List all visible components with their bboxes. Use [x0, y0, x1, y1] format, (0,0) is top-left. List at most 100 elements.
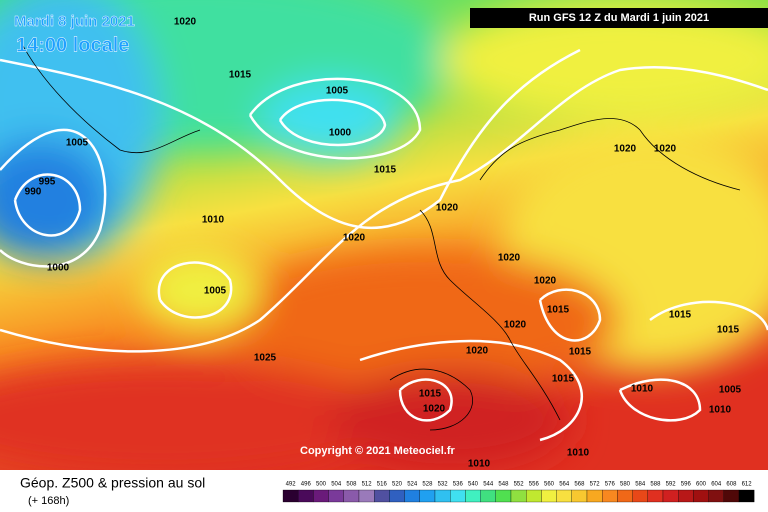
isobar-label: 990	[25, 187, 42, 198]
scale-cell	[617, 489, 633, 503]
scale-cell	[343, 489, 360, 503]
scale-cell	[602, 489, 618, 503]
isobar-label: 1020	[654, 144, 677, 155]
scale-label: 576	[605, 482, 616, 488]
scale-label: 524	[407, 482, 418, 488]
isobar-label: 1015	[717, 325, 740, 336]
isobar-label: 1020	[614, 144, 637, 155]
scale-label: 492	[286, 482, 297, 488]
scale-cell	[374, 489, 390, 503]
scale-label: 548	[498, 482, 509, 488]
scale-cell	[678, 489, 694, 503]
scale-label: 544	[483, 482, 494, 488]
scale-label: 588	[650, 482, 661, 488]
scale-label: 504	[331, 482, 342, 488]
scale-cell	[571, 489, 588, 503]
isobar-label: 1010	[709, 405, 732, 416]
isobar-label: 1000	[47, 263, 70, 274]
scale-label: 512	[362, 482, 373, 488]
scale-cell	[723, 489, 740, 503]
run-info: Run GFS 12 Z du Mardi 1 juin 2021	[529, 12, 709, 24]
copyright: Copyright © 2021 Meteociel.fr	[300, 445, 456, 457]
scale-label: 568	[574, 482, 585, 488]
isobar-label: 1025	[254, 353, 277, 364]
scale-label: 496	[301, 482, 312, 488]
scale-cell	[298, 489, 314, 503]
isobar-label: 1010	[202, 215, 225, 226]
scale-cell	[358, 489, 375, 503]
isobar-label: 1020	[436, 203, 459, 214]
scale-cell	[419, 489, 436, 503]
scale-cell	[556, 489, 572, 503]
isobar-label: 1000	[329, 128, 352, 139]
isobar-label: 1020	[466, 346, 489, 357]
isobar-label: 1015	[552, 374, 575, 385]
scale-label: 604	[711, 482, 722, 488]
scale-label: 508	[346, 482, 357, 488]
scale-label: 592	[666, 482, 677, 488]
isobars	[0, 48, 768, 442]
scale-label: 500	[316, 482, 327, 488]
field-shading	[0, 0, 768, 480]
isobar-label: 1015	[229, 70, 252, 81]
isobar-label: 1020	[498, 253, 521, 264]
scale-label: 572	[590, 482, 601, 488]
scale-cell	[541, 489, 557, 503]
isobar-label: 1010	[567, 448, 590, 459]
scale-cell	[586, 489, 603, 503]
scale-cell	[389, 489, 405, 503]
scale-cell	[708, 489, 724, 503]
scale-cell	[738, 489, 755, 503]
scale-cell	[495, 489, 512, 503]
scale-cell	[480, 489, 496, 503]
isobar-label: 1015	[374, 165, 397, 176]
footer-lead: (+ 168h)	[28, 495, 69, 507]
isobar-label: 1015	[669, 310, 692, 321]
isobar-label: 1020	[504, 320, 527, 331]
scale-label: 608	[726, 482, 737, 488]
scale-label: 552	[514, 482, 525, 488]
scale-cell	[450, 489, 466, 503]
scale-label: 536	[453, 482, 464, 488]
footer-title: Géop. Z500 & pression au sol	[20, 475, 205, 491]
isobar-label: 1020	[534, 276, 557, 287]
isobar-label: 1015	[419, 389, 442, 400]
isobar-label: 1015	[547, 305, 570, 316]
scale-cell	[647, 489, 664, 503]
scale-label: 600	[696, 482, 707, 488]
isobar-label: 1020	[423, 404, 446, 415]
isobar-label: 1020	[343, 233, 366, 244]
scale-label: 596	[681, 482, 692, 488]
run-banner	[470, 8, 768, 28]
isobar-label: 1005	[66, 138, 89, 149]
scale-cell	[465, 489, 481, 503]
isobar-label: 1015	[569, 347, 592, 358]
scale-cell	[434, 489, 451, 503]
scale-label: 532	[438, 482, 449, 488]
scale-cell	[662, 489, 679, 503]
scale-cell	[526, 489, 542, 503]
scale-cell	[328, 489, 344, 503]
isobar-label: 1020	[174, 17, 197, 28]
coastlines	[19, 39, 741, 431]
isobar-label: 1005	[326, 86, 349, 97]
scale-label: 612	[742, 482, 753, 488]
scale-label: 556	[529, 482, 540, 488]
scale-cell	[510, 489, 527, 503]
isobar-label: 1005	[719, 385, 742, 396]
scale-label: 584	[635, 482, 646, 488]
isobar-label: 1010	[468, 459, 491, 470]
isobar-label: 995	[39, 177, 56, 188]
scale-cell	[693, 489, 709, 503]
isobar-label: 1010	[631, 384, 654, 395]
forecast-time: 14:00 locale	[16, 34, 129, 56]
forecast-date: Mardi 8 juin 2021	[14, 13, 135, 30]
scale-label: 580	[620, 482, 631, 488]
isobar-label: 1005	[204, 286, 227, 297]
scale-label: 528	[422, 482, 433, 488]
scale-cell	[404, 489, 420, 503]
scale-label: 560	[544, 482, 555, 488]
scale-label: 540	[468, 482, 479, 488]
scale-cell	[313, 489, 329, 503]
